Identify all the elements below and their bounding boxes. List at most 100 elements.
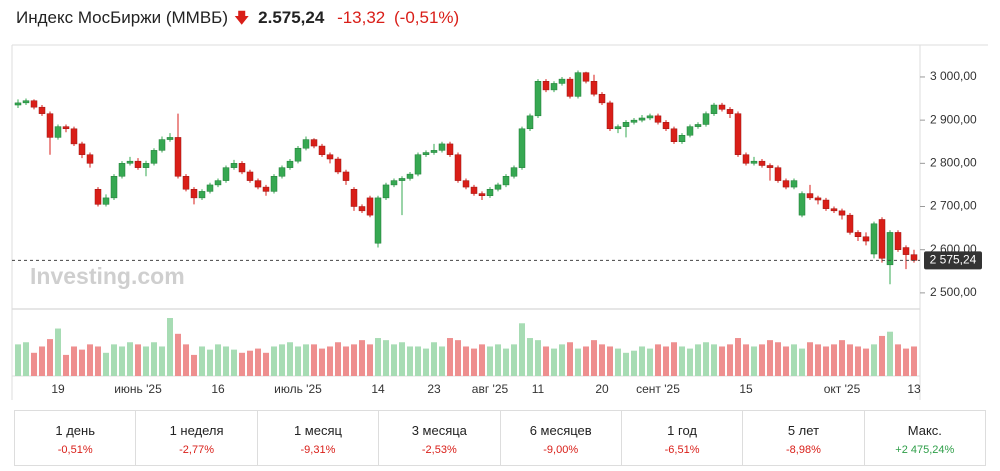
volume-bar bbox=[519, 323, 525, 376]
x-tick-label: июль '25 bbox=[274, 382, 322, 396]
header: Индекс МосБиржи (ММВБ) 🡇 2.575,24 -13,32 … bbox=[16, 8, 459, 33]
volume-bar bbox=[63, 354, 69, 376]
candle-body bbox=[134, 160, 142, 168]
performance-cell: 1 неделя -2,77% bbox=[136, 411, 258, 465]
candle-body bbox=[198, 191, 206, 199]
volume-bar bbox=[359, 340, 365, 376]
candle-body bbox=[862, 236, 870, 242]
volume-bar bbox=[487, 346, 493, 376]
volume-bar bbox=[847, 344, 853, 376]
candle-body bbox=[238, 163, 246, 173]
candle-body bbox=[158, 139, 166, 151]
volume-bar bbox=[743, 344, 749, 376]
volume-bar bbox=[783, 346, 789, 376]
candle-body bbox=[206, 184, 214, 192]
candle-body bbox=[638, 117, 646, 121]
candle-body bbox=[566, 78, 574, 97]
volume-bar bbox=[471, 348, 477, 376]
volume-bar bbox=[559, 344, 565, 376]
volume-bar bbox=[735, 338, 741, 376]
candle-body bbox=[214, 180, 222, 186]
x-tick-label: 23 bbox=[427, 382, 441, 396]
volume-bar bbox=[583, 346, 589, 376]
volume-bar bbox=[71, 346, 77, 376]
period-label: 1 месяц bbox=[293, 423, 342, 438]
candle-body bbox=[54, 126, 62, 138]
x-tick-label: 20 bbox=[595, 382, 609, 396]
volume-bar bbox=[551, 348, 557, 376]
candle-body bbox=[94, 188, 102, 205]
down-arrow: 🡇 bbox=[233, 10, 250, 27]
candle-body bbox=[398, 178, 406, 181]
volume-bar bbox=[631, 350, 637, 376]
y-tick-label: 2 900,00 bbox=[930, 112, 977, 126]
volume-bar bbox=[647, 348, 653, 376]
volume-bar bbox=[887, 331, 893, 376]
volume-bar bbox=[167, 318, 173, 376]
volume-bar bbox=[423, 348, 429, 376]
performance-table: 1 день -0,51% 1 неделя -2,77% 1 месяц -9,31% 3… bbox=[14, 410, 986, 466]
volume-bar bbox=[879, 335, 885, 376]
volume-bar bbox=[751, 346, 757, 376]
volume-bar bbox=[135, 344, 141, 376]
volume-bar bbox=[599, 344, 605, 376]
volume-bar bbox=[767, 340, 773, 376]
candle-body bbox=[646, 115, 654, 119]
candle-body bbox=[558, 78, 566, 84]
x-tick-label: 13 bbox=[907, 382, 921, 396]
candle-body bbox=[654, 115, 662, 123]
candle-body bbox=[758, 160, 766, 166]
candle-body bbox=[574, 72, 582, 97]
volume-bar bbox=[15, 344, 21, 376]
candle-body bbox=[550, 83, 558, 91]
volume-bar bbox=[895, 344, 901, 376]
volume-bar bbox=[623, 352, 629, 376]
candle-body bbox=[614, 126, 622, 130]
x-tick-label: июнь '25 bbox=[114, 382, 162, 396]
y-tick-label: 2 700,00 bbox=[930, 199, 977, 213]
candle-body bbox=[518, 128, 526, 168]
candle-body bbox=[782, 180, 790, 188]
volume-bar bbox=[279, 344, 285, 376]
volume-bar bbox=[375, 338, 381, 376]
volume-bar bbox=[239, 352, 245, 376]
candle-body bbox=[742, 154, 750, 164]
candle-body bbox=[374, 197, 382, 244]
last-price-box bbox=[924, 251, 982, 270]
candle-body bbox=[254, 180, 262, 188]
volume-bar bbox=[567, 342, 573, 376]
volume-bar bbox=[223, 346, 229, 376]
candle-body bbox=[310, 139, 318, 147]
volume-bar bbox=[335, 342, 341, 376]
volume-bar bbox=[719, 346, 725, 376]
candle-body bbox=[702, 113, 710, 125]
y-tick-label: 2 500,00 bbox=[930, 285, 977, 299]
change-pct: (-0,51%) bbox=[394, 8, 460, 27]
volume-bar bbox=[527, 338, 533, 376]
chart: Investing.com 2 500,002 600,002 700,002 … bbox=[11, 44, 988, 400]
volume-bar bbox=[495, 344, 501, 376]
change: -13,32 bbox=[337, 8, 386, 27]
candle-body bbox=[590, 81, 598, 95]
candle-body bbox=[318, 145, 326, 155]
volume-bar bbox=[911, 346, 917, 376]
volume-bar bbox=[255, 348, 261, 376]
candle-body bbox=[494, 184, 502, 190]
candle-body bbox=[542, 81, 550, 91]
last-price-label: 2 575,24 bbox=[930, 253, 977, 267]
candle-body bbox=[230, 163, 238, 168]
volume-bar bbox=[759, 344, 765, 376]
volume-bar bbox=[615, 348, 621, 376]
period-change: -9,31% bbox=[300, 444, 336, 456]
period-label: 5 лет bbox=[787, 423, 820, 438]
candle-body bbox=[142, 163, 150, 168]
candle-body bbox=[814, 197, 822, 201]
candle-body bbox=[406, 173, 414, 179]
candle-body bbox=[38, 106, 46, 114]
candle-body bbox=[46, 113, 54, 138]
candle-body bbox=[686, 126, 694, 136]
volume-bar bbox=[839, 340, 845, 376]
candle-body bbox=[822, 199, 830, 209]
y-tick-label: 3 000,00 bbox=[930, 69, 977, 83]
